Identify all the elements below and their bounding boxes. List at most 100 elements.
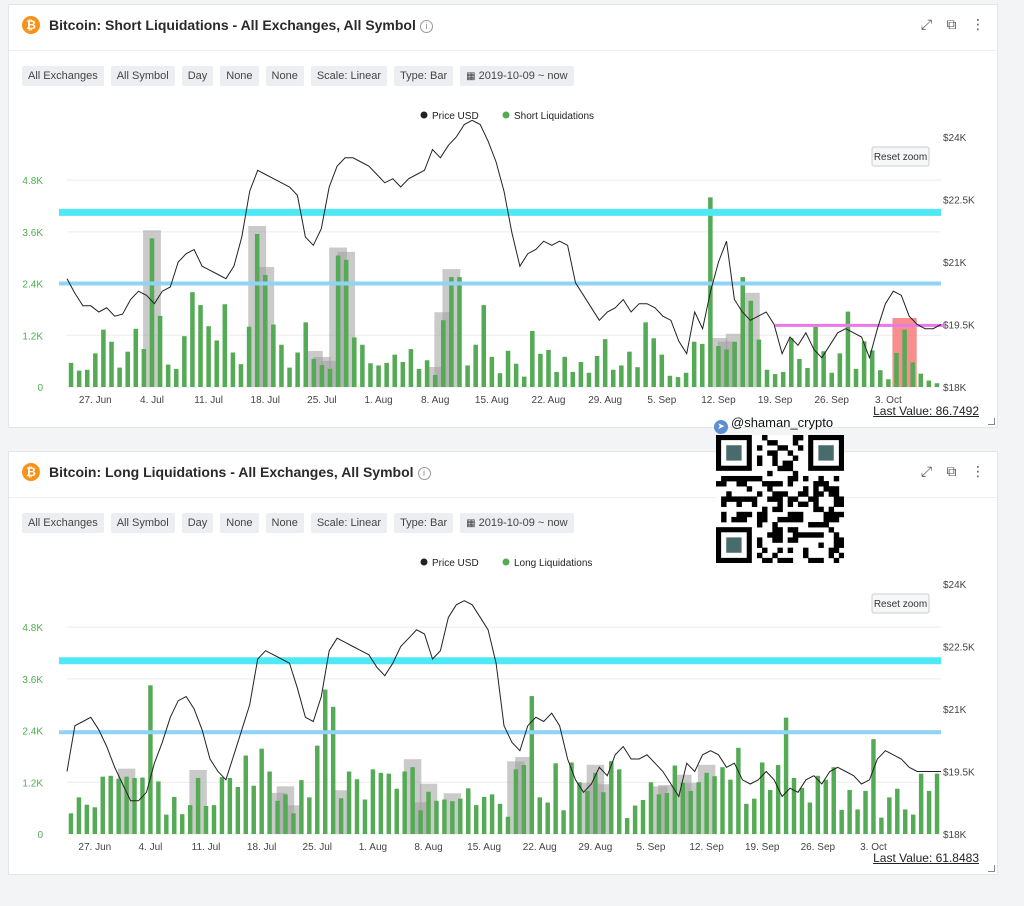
bar bbox=[148, 685, 153, 834]
qr-module bbox=[777, 506, 783, 513]
qr-module bbox=[772, 537, 778, 543]
qr-module bbox=[833, 501, 840, 507]
qr-module bbox=[803, 547, 809, 554]
filter-interval[interactable]: Day bbox=[181, 513, 214, 533]
bar bbox=[343, 259, 349, 387]
more-icon[interactable]: ⋮ bbox=[971, 464, 985, 480]
popout-icon[interactable]: ⧉ bbox=[946, 464, 957, 480]
bar bbox=[813, 326, 818, 387]
qr-module bbox=[762, 506, 768, 513]
bar bbox=[243, 755, 248, 834]
qr-module bbox=[736, 516, 742, 523]
bar bbox=[704, 772, 709, 834]
bar bbox=[609, 761, 614, 834]
qr-module bbox=[813, 501, 819, 507]
filter-scale[interactable]: Scale: Linear bbox=[310, 513, 388, 533]
qr-module bbox=[792, 470, 799, 477]
qr-module bbox=[833, 542, 840, 548]
x-tick-label: 19. Sep bbox=[758, 395, 793, 406]
qr-module bbox=[777, 557, 783, 563]
qr-module bbox=[792, 537, 799, 543]
filter-none-2[interactable]: None bbox=[265, 513, 304, 533]
y-right-tick-label: $18K bbox=[943, 830, 967, 841]
expand-icon[interactable]: ⤢ bbox=[920, 464, 933, 480]
qr-module bbox=[787, 496, 794, 502]
legend-price-label: Price USD bbox=[432, 111, 479, 122]
bar bbox=[696, 782, 701, 834]
long-liquidations-panel: ₿ Bitcoin: Long Liquidations - All Excha… bbox=[8, 451, 998, 875]
bar bbox=[426, 791, 431, 834]
panel-title-text: Bitcoin: Short Liquidations - All Exchan… bbox=[49, 17, 416, 33]
bar bbox=[323, 689, 328, 834]
bar bbox=[886, 379, 891, 387]
filter-none-1[interactable]: None bbox=[220, 66, 259, 86]
x-tick-label: 27. Jun bbox=[79, 395, 112, 406]
filter-none-1[interactable]: None bbox=[220, 513, 259, 533]
bar bbox=[76, 797, 82, 834]
bar bbox=[748, 300, 754, 387]
resize-handle[interactable] bbox=[988, 418, 995, 425]
filter-date[interactable]: ▦ 2019-10-09 ~ now bbox=[460, 66, 574, 86]
qr-module bbox=[772, 532, 778, 538]
qr-module bbox=[762, 481, 768, 487]
bar bbox=[602, 339, 608, 387]
qr-module bbox=[746, 486, 753, 492]
bar bbox=[352, 337, 357, 387]
qr-module bbox=[828, 506, 835, 513]
bar bbox=[481, 305, 487, 387]
x-tick-label: 12. Sep bbox=[701, 395, 736, 406]
resize-handle[interactable] bbox=[988, 865, 995, 872]
filter-symbol[interactable]: All Symbol bbox=[110, 66, 175, 86]
bar bbox=[740, 277, 745, 387]
filter-none-2[interactable]: None bbox=[265, 66, 304, 86]
qr-module bbox=[833, 547, 840, 554]
bar bbox=[299, 780, 304, 834]
bar bbox=[624, 818, 630, 834]
filter-date[interactable]: ▦ 2019-10-09 ~ now bbox=[460, 513, 574, 533]
bar bbox=[553, 763, 558, 834]
bar bbox=[164, 814, 169, 834]
qr-code-icon bbox=[716, 435, 844, 563]
bar bbox=[829, 372, 835, 387]
filter-type[interactable]: Type: Bar bbox=[394, 513, 454, 533]
x-tick-label: 18. Jul bbox=[251, 395, 280, 406]
y-right-tick-label: $24K bbox=[943, 133, 967, 144]
bar bbox=[869, 350, 875, 387]
filter-exchanges[interactable]: All Exchanges bbox=[22, 513, 104, 533]
x-tick-label: 27. Jun bbox=[78, 842, 111, 853]
bar bbox=[203, 805, 209, 834]
expand-icon[interactable]: ⤢ bbox=[920, 17, 933, 33]
info-icon[interactable]: i bbox=[417, 467, 431, 480]
filter-type[interactable]: Type: Bar bbox=[394, 66, 454, 86]
filter-scale[interactable]: Scale: Linear bbox=[310, 66, 388, 86]
qr-module bbox=[787, 501, 794, 507]
bar bbox=[627, 351, 632, 387]
qr-module bbox=[741, 496, 748, 502]
qr-module bbox=[813, 532, 819, 538]
qr-module bbox=[813, 486, 819, 492]
bar bbox=[586, 372, 592, 387]
reset-zoom-button[interactable]: Reset zoom bbox=[871, 593, 930, 614]
popout-icon[interactable]: ⧉ bbox=[946, 17, 957, 33]
filter-interval[interactable]: Day bbox=[181, 66, 214, 86]
qr-module bbox=[787, 460, 794, 467]
y-right-tick-label: $19.5K bbox=[943, 768, 975, 779]
last-value[interactable]: Last Value: 86.7492 bbox=[873, 404, 979, 418]
bar bbox=[271, 324, 276, 387]
info-icon[interactable]: i bbox=[419, 20, 433, 33]
more-icon[interactable]: ⋮ bbox=[971, 17, 985, 33]
bar bbox=[84, 369, 90, 387]
bar bbox=[211, 805, 217, 834]
reset-zoom-button[interactable]: Reset zoom bbox=[871, 146, 930, 167]
bar bbox=[108, 775, 113, 834]
bar bbox=[902, 329, 907, 387]
panel-header: ₿ Bitcoin: Long Liquidations - All Excha… bbox=[9, 452, 997, 498]
qr-module bbox=[823, 522, 829, 528]
last-value[interactable]: Last Value: 61.8483 bbox=[873, 851, 979, 865]
filter-exchanges[interactable]: All Exchanges bbox=[22, 66, 104, 86]
qr-module bbox=[736, 496, 742, 502]
bar bbox=[895, 788, 900, 834]
qr-module bbox=[833, 496, 840, 502]
qr-module bbox=[838, 511, 844, 518]
filter-symbol[interactable]: All Symbol bbox=[110, 513, 175, 533]
